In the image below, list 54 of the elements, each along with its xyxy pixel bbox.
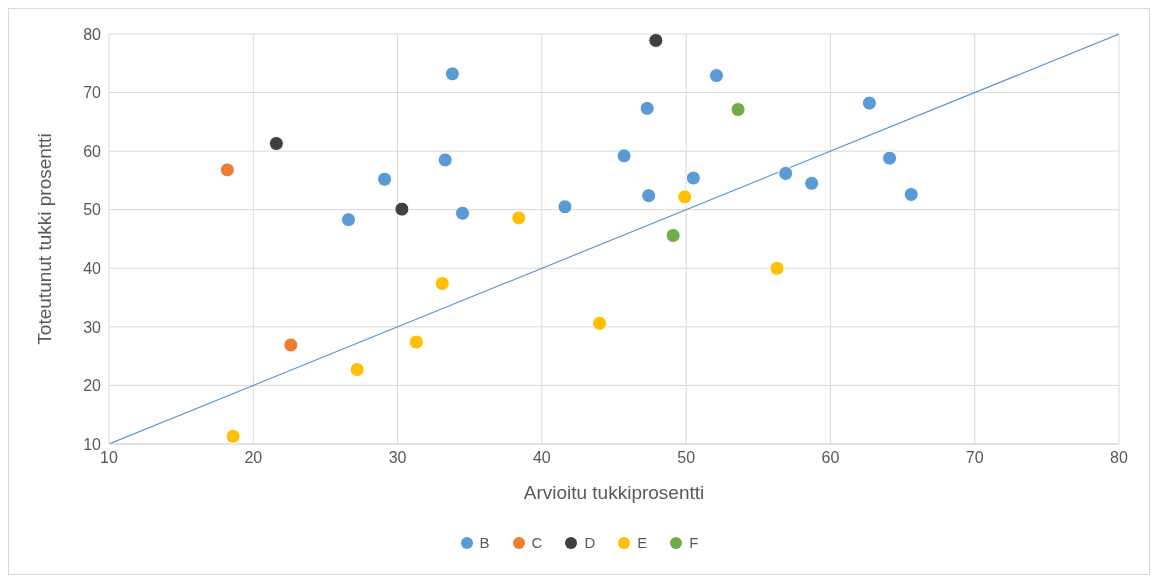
point [882,150,898,166]
legend-label: D [584,534,596,551]
point [511,210,527,226]
point [377,171,393,187]
x-tick-label: 20 [244,449,263,467]
y-tick-label: 60 [83,142,102,160]
x-tick-label: 70 [965,449,984,467]
point [444,66,460,82]
legend-label: B [479,534,490,551]
point [349,362,365,378]
point [641,188,657,204]
point [455,205,470,221]
x-tick-label: 10 [100,449,118,467]
legend-label: C [531,534,543,551]
x-axis-title: Arvioitu tukkiprosentti [523,482,705,503]
point [639,100,655,116]
point [592,315,608,331]
y-axis-title: Toteutunut tukki prosentti [33,133,55,345]
point [616,148,632,164]
y-tick-label: 30 [83,318,102,336]
point [903,186,919,202]
point [730,102,746,118]
legend-label: F [689,534,699,551]
x-tick-label: 40 [532,449,551,467]
y-tick-label: 40 [83,259,102,277]
point [804,175,820,191]
y-tick-label: 80 [83,25,102,43]
point [778,165,794,181]
point [219,162,235,178]
legend-label: E [637,534,648,551]
x-tick-label: 60 [821,449,840,467]
point [861,95,877,111]
y-tick-label: 20 [83,377,102,395]
point [268,136,284,152]
point [408,334,424,350]
point [225,428,241,444]
x-tick-label: 30 [388,449,407,467]
point [437,152,453,168]
y-tick-label: 10 [83,435,102,453]
x-tick-label: 80 [1110,449,1128,467]
point [708,68,724,84]
x-tick-label: 50 [677,449,696,467]
y-tick-label: 70 [83,84,102,102]
point [434,276,450,292]
point [557,199,573,215]
point [685,170,701,186]
point [665,227,681,243]
point [769,260,785,276]
point [677,189,693,205]
point [648,34,664,48]
y-tick-label: 50 [83,201,102,219]
point [394,201,410,217]
point [283,337,299,353]
point [341,212,357,228]
